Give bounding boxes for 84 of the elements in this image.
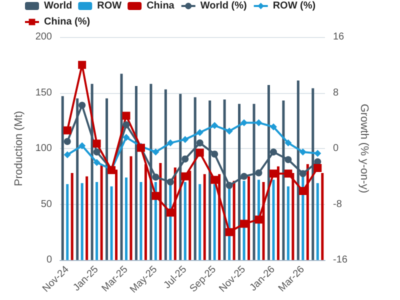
- bar: [130, 156, 132, 260]
- point: [314, 164, 322, 172]
- point: [255, 119, 262, 126]
- point: [270, 123, 277, 130]
- bar: [203, 174, 206, 260]
- bar: [70, 173, 74, 260]
- legend-label: China (%): [44, 16, 90, 28]
- legend-label: China: [146, 0, 175, 12]
- point: [211, 150, 218, 158]
- point: [225, 228, 234, 236]
- legend-label: World (%): [200, 0, 247, 12]
- bar: [96, 182, 98, 260]
- point: [78, 142, 86, 150]
- point: [166, 178, 174, 186]
- point: [181, 172, 190, 180]
- bar: [66, 184, 69, 260]
- point: [64, 138, 71, 146]
- point: [182, 136, 189, 143]
- point: [93, 158, 100, 166]
- point: [122, 112, 130, 120]
- point: [152, 192, 160, 200]
- legend-label: ROW (%): [272, 0, 316, 12]
- y-axis-title: Production (Mt): [12, 110, 25, 186]
- point: [254, 216, 263, 224]
- bar: [316, 183, 319, 260]
- point: [270, 148, 277, 156]
- bar: [213, 184, 216, 260]
- point: [299, 148, 306, 156]
- bar: [140, 182, 142, 260]
- point: [240, 172, 248, 180]
- point: [166, 208, 174, 217]
- point: [78, 102, 86, 109]
- point: [166, 139, 174, 146]
- bar: [198, 184, 202, 260]
- bar: [100, 165, 103, 260]
- bar: [286, 186, 290, 260]
- bar: [302, 176, 304, 260]
- legend-label: ROW: [97, 0, 122, 12]
- legend-label: World: [44, 0, 72, 12]
- point: [284, 170, 292, 178]
- y2-tick-label: 8: [333, 87, 339, 98]
- point: [299, 170, 306, 178]
- point: [226, 182, 233, 189]
- bar: [184, 182, 186, 260]
- y-tick-label: 100: [35, 143, 52, 154]
- y-tick-label: 0: [46, 254, 52, 266]
- point: [196, 148, 204, 157]
- point: [78, 60, 86, 69]
- point: [152, 148, 160, 156]
- point: [284, 139, 292, 146]
- y2-axis-title: Growth (% y-on-y): [358, 104, 370, 194]
- point: [240, 119, 248, 126]
- bar: [242, 180, 246, 260]
- y2-tick-label: -16: [333, 254, 348, 266]
- bar: [110, 186, 113, 260]
- point: [284, 156, 292, 164]
- bar: [272, 180, 275, 260]
- bar: [125, 177, 128, 260]
- point: [211, 122, 218, 130]
- point: [196, 139, 204, 146]
- point: [298, 187, 307, 196]
- point: [314, 150, 322, 157]
- point: [210, 176, 219, 184]
- point: [240, 220, 248, 228]
- point: [182, 155, 189, 162]
- point: [122, 134, 130, 141]
- point: [92, 140, 101, 148]
- y-tick-label: 150: [35, 87, 52, 98]
- y2-tick-label: -8: [333, 198, 342, 210]
- point: [152, 174, 160, 181]
- y2-tick-label: 0: [333, 143, 339, 154]
- bar: [80, 183, 84, 260]
- point: [269, 170, 278, 178]
- y-tick-label: 50: [40, 198, 52, 210]
- bar: [86, 176, 88, 260]
- point: [255, 169, 262, 176]
- point: [122, 121, 130, 128]
- point: [93, 148, 100, 156]
- point: [63, 126, 72, 134]
- y2-tick-label: 16: [333, 32, 345, 42]
- y-tick-label: 200: [35, 32, 52, 42]
- point: [64, 151, 71, 158]
- point: [226, 128, 233, 135]
- point: [196, 128, 204, 136]
